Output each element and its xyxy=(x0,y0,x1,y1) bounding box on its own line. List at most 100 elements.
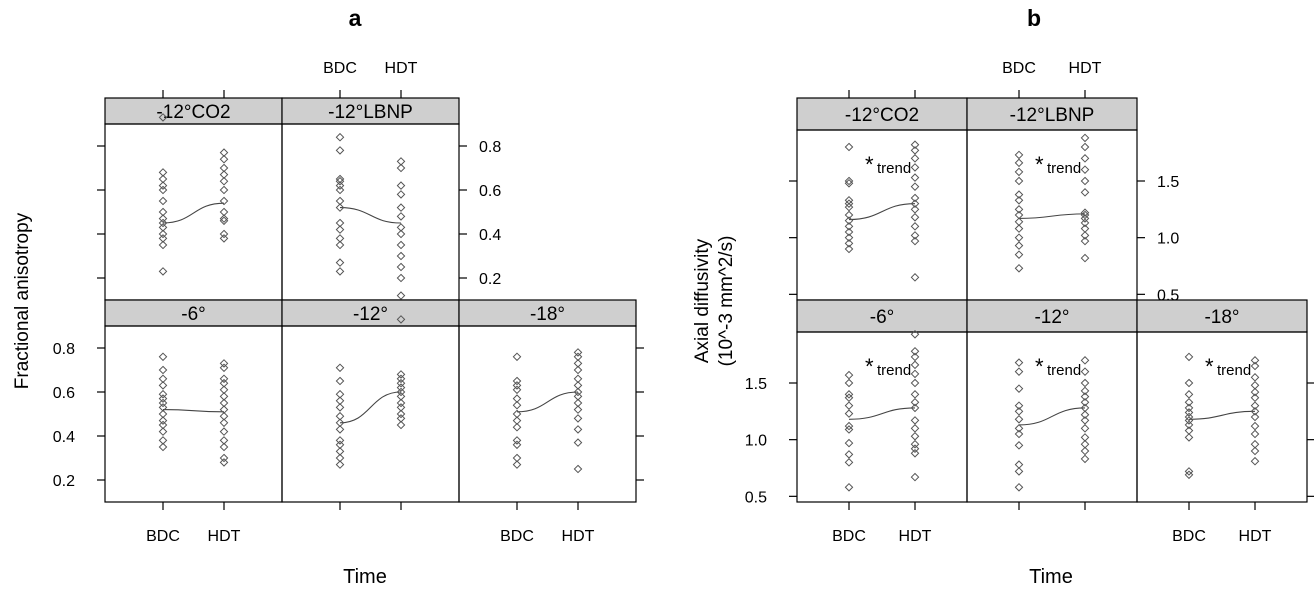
figure-title: a xyxy=(349,5,362,31)
strip-header xyxy=(796,97,968,131)
data-point xyxy=(219,427,229,436)
data-point xyxy=(844,409,854,418)
data-point xyxy=(910,352,920,362)
series-line xyxy=(339,391,402,424)
panel-frame xyxy=(966,129,1138,301)
data-point xyxy=(844,178,854,188)
y-tick-label: 0.2 xyxy=(479,271,501,288)
y-tick-label: 0.2 xyxy=(53,473,75,490)
data-point xyxy=(910,439,920,449)
strip-header xyxy=(104,97,283,125)
data-point xyxy=(396,420,406,430)
annotation-star: * xyxy=(865,354,874,379)
data-point xyxy=(1014,263,1024,273)
strip-header xyxy=(966,299,1138,333)
panel: -6° BDC HDT 0.2 0.4 0.6 0.8 xyxy=(53,299,283,545)
y-tick-label: 1.5 xyxy=(1157,174,1179,191)
panel: -18° BDC HDT xyxy=(458,299,644,545)
data-point xyxy=(1184,412,1194,422)
data-point xyxy=(1014,190,1024,199)
data-point xyxy=(335,176,345,186)
strip-label: -18° xyxy=(1204,307,1239,328)
data-point xyxy=(910,329,920,339)
data-point xyxy=(1014,441,1024,450)
data-point xyxy=(396,374,406,384)
data-point xyxy=(1184,408,1194,417)
data-point xyxy=(844,393,854,403)
data-point xyxy=(396,262,406,272)
data-point xyxy=(910,378,920,388)
data-point xyxy=(1250,446,1260,456)
data-point xyxy=(1184,352,1194,362)
data-point xyxy=(910,472,920,482)
data-point xyxy=(844,233,854,242)
data-point xyxy=(396,387,406,397)
y-axis-label-line: (10^-3 mm^2/s) xyxy=(716,236,737,367)
panel-frame xyxy=(281,325,460,503)
data-point xyxy=(512,376,522,386)
data-point xyxy=(1250,412,1260,422)
data-point xyxy=(910,369,920,379)
data-point xyxy=(1080,392,1090,401)
series-line xyxy=(516,391,579,413)
annotation-star: * xyxy=(865,152,874,177)
data-point xyxy=(1080,188,1090,197)
data-point xyxy=(396,291,406,300)
annotation-star: * xyxy=(1035,354,1044,379)
x-tick-label: HDT xyxy=(208,528,241,545)
x-axis-label: Time xyxy=(343,566,387,588)
data-point xyxy=(219,442,229,452)
data-point xyxy=(1184,470,1194,480)
data-point xyxy=(219,359,229,368)
data-point xyxy=(910,397,920,407)
data-point xyxy=(396,203,406,212)
y-axis-label: Axial diffusivity (10^-3 mm^2/s) xyxy=(692,236,737,367)
annotation-star: * xyxy=(1035,152,1044,177)
data-point xyxy=(396,370,406,379)
x-tick-label: HDT xyxy=(1239,528,1272,545)
data-point xyxy=(396,163,406,173)
data-point xyxy=(512,436,522,445)
panel-frame xyxy=(796,129,968,301)
data-point xyxy=(910,444,920,454)
data-point xyxy=(335,425,345,434)
data-point xyxy=(1014,358,1024,367)
data-point xyxy=(396,251,406,261)
data-point xyxy=(844,244,854,254)
data-point xyxy=(158,185,168,195)
data-point xyxy=(1014,467,1024,476)
y-axis-label-line: Fractional anisotropy xyxy=(12,212,33,389)
data-point xyxy=(1080,142,1090,152)
data-point xyxy=(219,458,229,467)
figure-a: a -12°CO2 -12°LBNP BDC HDT 0.2 0.4 0.6 0.8 -6° BDC… xyxy=(12,5,644,588)
data-point xyxy=(335,146,345,155)
data-point xyxy=(158,196,168,206)
panel-frame xyxy=(104,325,283,503)
data-point xyxy=(1014,482,1024,492)
data-point xyxy=(158,365,168,375)
figure-title: b xyxy=(1027,5,1041,31)
strip-header xyxy=(104,299,283,327)
x-axis-label: Time xyxy=(1029,566,1073,588)
data-point xyxy=(158,381,168,390)
data-point xyxy=(910,212,920,222)
strip-label: -12°LBNP xyxy=(1010,105,1095,126)
data-point xyxy=(335,185,345,195)
data-point xyxy=(158,229,168,239)
data-point xyxy=(1184,416,1194,425)
data-point xyxy=(396,273,406,283)
data-point xyxy=(844,239,854,248)
data-point xyxy=(1014,195,1024,205)
panel: -12°LBNP BDC HDT 0.2 0.4 0.6 0.8 xyxy=(281,60,501,301)
y-axis-label: Fractional anisotropy xyxy=(12,212,33,389)
data-point xyxy=(573,414,583,423)
annotation-text: trend xyxy=(1047,362,1081,379)
data-point xyxy=(1080,253,1090,263)
annotation-star: * xyxy=(1205,354,1214,379)
y-tick-label: 1.0 xyxy=(745,433,767,450)
data-point xyxy=(219,229,229,239)
annotation-text: trend xyxy=(1047,160,1081,177)
data-point xyxy=(844,210,854,220)
data-point xyxy=(1014,233,1024,242)
